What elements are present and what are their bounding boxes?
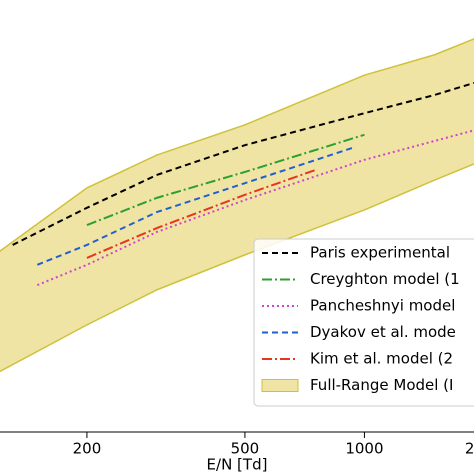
series-line: [12, 81, 474, 246]
x-tick-label: 2000: [465, 440, 474, 458]
series-line: [36, 145, 356, 266]
legend-label: Full-Range Model (I: [310, 376, 453, 394]
series-line: [86, 169, 316, 259]
range-band: [0, 38, 474, 373]
legend-label: Pancheshnyi model: [310, 297, 455, 315]
legend-label: Paris experimental: [310, 244, 450, 262]
legend-swatch: [261, 379, 299, 392]
legend-label: Dyakov et al. mode: [310, 323, 456, 341]
legend-label: Kim et al. model (2: [310, 350, 453, 368]
legend-box: [253, 238, 474, 407]
x-tick-label: 1000: [345, 440, 383, 458]
x-tick-label: 500: [231, 440, 260, 458]
series-line: [86, 133, 365, 227]
legend-label: Creyghton model (1: [310, 270, 460, 288]
x-tick-label: 200: [73, 440, 102, 458]
x-axis-label: E/N [Td]: [207, 456, 268, 474]
